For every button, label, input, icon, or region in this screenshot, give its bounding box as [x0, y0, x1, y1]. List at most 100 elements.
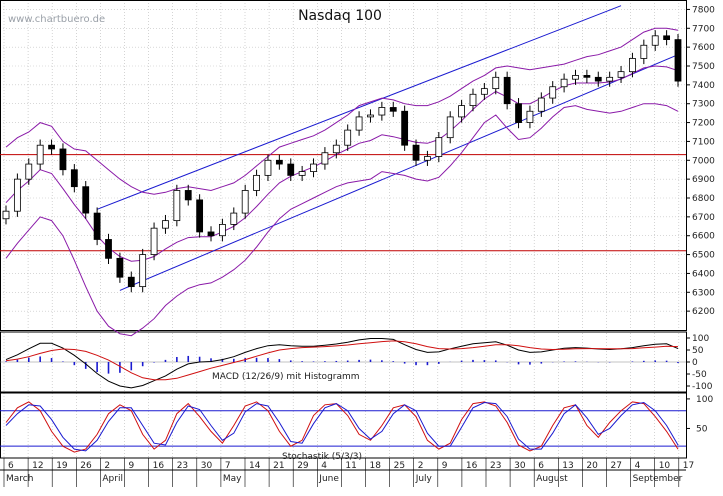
candle-body	[537, 97, 545, 112]
price-tick-label: 6500	[692, 251, 715, 261]
day-label: 14	[249, 461, 261, 471]
candle-body	[105, 239, 112, 259]
candle-body	[424, 156, 431, 161]
candle-body	[36, 144, 44, 165]
price-tick-label: 7000	[692, 156, 715, 166]
candle-body	[560, 78, 568, 88]
candle-body	[367, 114, 374, 118]
candle-body	[150, 227, 158, 255]
candle-body	[606, 76, 614, 82]
macd-tick-label: -50	[692, 370, 707, 380]
day-label: 11	[345, 461, 356, 471]
candle-body	[241, 190, 249, 214]
candle-body	[492, 76, 500, 90]
candle-body	[344, 129, 352, 146]
day-label: 2	[104, 461, 110, 471]
candle-body	[355, 116, 363, 131]
price-tick-label: 6900	[692, 175, 715, 185]
candle-body	[184, 190, 192, 201]
candle-body	[70, 169, 78, 188]
day-label: 20	[586, 461, 598, 471]
month-label: September	[633, 474, 683, 484]
day-label: 7	[225, 461, 231, 471]
price-tick-label: 6800	[692, 194, 715, 204]
stochastic-panel-frame	[0, 392, 687, 459]
candle-body	[435, 137, 443, 157]
price-tick-label: 7300	[692, 100, 715, 110]
candle-body	[2, 210, 10, 220]
candle-body	[572, 75, 579, 80]
price-tick-label: 7200	[692, 119, 715, 129]
bollinger-lower-line	[5, 103, 679, 337]
candle-body	[82, 186, 90, 214]
day-label: 21	[273, 461, 284, 471]
month-label: May	[223, 474, 242, 484]
day-label: 30	[201, 461, 213, 471]
candle-body	[219, 223, 226, 237]
candle-body	[549, 86, 557, 99]
candle-body	[401, 110, 409, 146]
candle-body	[116, 257, 124, 278]
day-label: 25	[394, 461, 405, 471]
month-label: April	[102, 474, 123, 484]
macd-label: MACD (12/26/9) mit Histogramm	[212, 372, 360, 382]
day-label: 12	[32, 461, 43, 471]
stochastic-d-line	[5, 401, 679, 452]
candle-body	[275, 159, 283, 165]
day-label: 9	[129, 461, 135, 471]
candle-body	[389, 107, 397, 112]
day-label: 6	[538, 461, 544, 471]
day-label: 27	[611, 461, 622, 471]
candle-body	[287, 163, 295, 176]
candle-body	[253, 174, 260, 191]
day-label: 19	[56, 461, 68, 471]
macd-tick-label: 100	[692, 334, 709, 344]
day-label: 23	[490, 461, 501, 471]
candle-body	[663, 35, 671, 40]
candle-body	[515, 103, 522, 123]
candle-body	[594, 76, 602, 82]
price-tick-label: 7400	[692, 81, 715, 91]
candle-body	[617, 71, 625, 78]
chart-title: Nasdaq 100	[298, 8, 382, 24]
candle-body	[173, 190, 181, 222]
price-tick-label: 7500	[692, 62, 715, 72]
day-label: 23	[177, 461, 188, 471]
candle-body	[583, 75, 591, 78]
price-panel-frame	[0, 0, 687, 331]
day-label: 17	[683, 461, 694, 471]
macd-signal-line	[5, 340, 679, 381]
month-label: July	[415, 474, 433, 484]
day-label: 18	[370, 461, 382, 471]
day-label: 6	[8, 461, 14, 471]
candle-body	[640, 44, 648, 59]
macd-tick-label: 0	[692, 358, 698, 368]
stochastic-label: Stochastik (5/3/3)	[282, 452, 362, 462]
candle-body	[139, 254, 147, 288]
trend-channel-line	[119, 54, 679, 291]
candle-body	[446, 116, 454, 139]
month-label: August	[536, 474, 568, 484]
candle-body	[196, 199, 204, 233]
day-label: 9	[442, 461, 448, 471]
day-label: 2	[418, 461, 424, 471]
candle-body	[127, 276, 135, 288]
day-label: 30	[514, 461, 526, 471]
candle-body	[378, 107, 386, 116]
candle-body	[629, 58, 636, 73]
day-label: 10	[659, 461, 671, 471]
price-tick-label: 6400	[692, 269, 715, 279]
candle-body	[59, 148, 67, 171]
candle-body	[93, 212, 101, 240]
trend-channel-line	[96, 5, 622, 210]
stochastic-tick-label: 50	[696, 424, 708, 434]
candle-body	[162, 220, 169, 229]
day-label: 16	[153, 461, 165, 471]
candle-body	[674, 39, 682, 82]
day-label: 16	[466, 461, 478, 471]
candle-body	[264, 159, 272, 176]
day-label: 4	[635, 461, 641, 471]
candle-body	[310, 163, 317, 173]
